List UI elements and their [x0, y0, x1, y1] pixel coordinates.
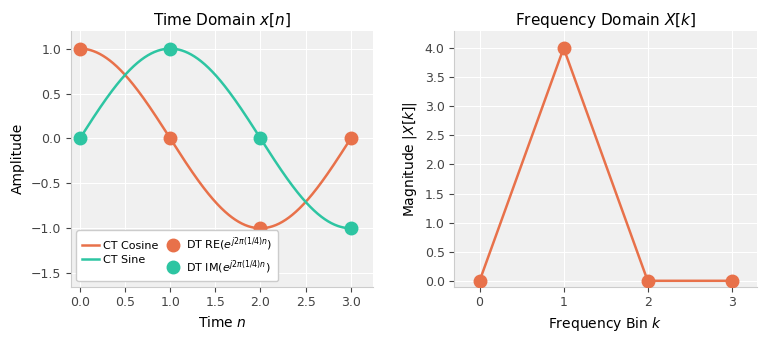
DT IM($e^{j2\pi(1/4)n}$)	[164, 46, 177, 51]
CT Cosine	[256, 226, 265, 230]
CT Sine	[206, 68, 215, 72]
X-axis label: Frequency Bin $k$: Frequency Bin $k$	[548, 315, 663, 333]
CT Cosine	[340, 146, 349, 150]
CT Cosine	[75, 46, 84, 51]
Point	[726, 278, 738, 283]
CT Sine	[298, 196, 307, 201]
Title: Time Domain $x[n]$: Time Domain $x[n]$	[153, 12, 291, 29]
Line: CT Cosine: CT Cosine	[80, 49, 351, 228]
Point	[474, 278, 486, 283]
Line: CT Sine: CT Sine	[80, 49, 351, 228]
CT Sine	[223, 87, 232, 91]
Point	[641, 278, 654, 283]
DT RE($e^{j2\pi(1/4)n}$)	[164, 136, 177, 141]
CT Sine	[165, 46, 174, 51]
DT RE($e^{j2\pi(1/4)n}$)	[345, 136, 357, 141]
CT Sine	[346, 226, 356, 230]
DT IM($e^{j2\pi(1/4)n}$)	[74, 136, 86, 141]
DT RE($e^{j2\pi(1/4)n}$)	[254, 225, 266, 231]
CT Sine	[75, 136, 84, 140]
CT Cosine	[222, 211, 231, 215]
Title: Frequency Domain $X[k]$: Frequency Domain $X[k]$	[515, 11, 696, 30]
Point	[558, 45, 570, 51]
CT Cosine	[298, 203, 307, 207]
X-axis label: Time $n$: Time $n$	[198, 315, 247, 330]
DT IM($e^{j2\pi(1/4)n}$)	[345, 225, 357, 231]
CT Cosine	[206, 194, 215, 198]
DT IM($e^{j2\pi(1/4)n}$)	[254, 136, 266, 141]
CT Sine	[340, 226, 349, 230]
CT Sine	[237, 107, 247, 111]
Y-axis label: Amplitude: Amplitude	[11, 123, 25, 194]
DT RE($e^{j2\pi(1/4)n}$)	[74, 46, 86, 51]
Y-axis label: Magnitude $|X[k]|$: Magnitude $|X[k]|$	[401, 101, 419, 217]
CT Cosine	[204, 192, 214, 196]
CT Cosine	[346, 136, 356, 140]
Legend: CT Cosine, CT Sine, DT RE($e^{j2\pi(1/4)n}$), DT IM($e^{j2\pi(1/4)n}$): CT Cosine, CT Sine, DT RE($e^{j2\pi(1/4)…	[77, 230, 278, 281]
CT Sine	[204, 66, 214, 71]
CT Cosine	[237, 221, 246, 225]
